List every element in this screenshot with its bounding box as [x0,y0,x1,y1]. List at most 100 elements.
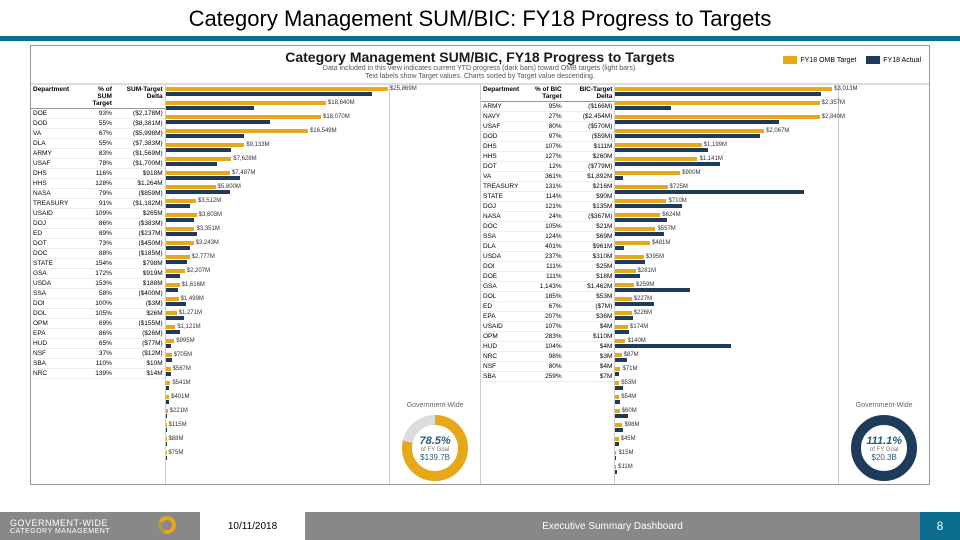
table-row: NASA24%($367M) [481,212,614,222]
table-row: USDA153%$188M [31,279,165,289]
cell-pct: 105% [82,309,114,318]
actual-bar [166,218,194,222]
cell-pct: 93% [82,109,114,118]
cell-delta: ($8,381M) [114,119,165,128]
bar-row: $1,141M [615,155,838,169]
actual-bar [166,316,185,320]
cell-dept: NRC [31,369,82,378]
bar-label: $5,800M [218,184,241,190]
table-row: SBA259%$7M [481,372,614,382]
right-donut-amount: $20.3B [872,453,897,462]
cell-delta: ($155M) [114,319,165,328]
left-donut-title: Government-Wide [407,402,464,409]
bar-label: $54M [621,394,636,400]
cell-delta: $10M [114,359,165,368]
table-row: TREASURY91%($1,182M) [31,199,165,209]
actual-bar [615,134,759,138]
target-bar [166,325,176,329]
table-row: TREASURY131%$216M [481,182,614,192]
cell-pct: 131% [532,182,564,191]
target-bar [615,157,697,161]
left-table: Department % of SUM Target SUM-Target De… [31,85,166,485]
cell-dept: HUD [481,342,532,351]
cell-pct: 185% [532,292,564,301]
bar-label: $3,603M [199,212,222,218]
cell-delta: $1,462M [564,282,615,291]
actual-bar [615,260,645,264]
target-bar [615,227,655,231]
bar-label: $7,628M [233,156,256,162]
footer-center: Executive Summary Dashboard [305,512,920,540]
target-bar [166,353,172,357]
bar-label: $226M [634,310,652,316]
hdr-pct-r: % of BIC Target [532,85,564,101]
bar-row: $481M [615,239,838,253]
table-row: DOD97%($59M) [481,132,614,142]
cell-dept: DHS [481,142,532,151]
bar-label: $15M [618,450,633,456]
table-row: DOJ121%$135M [481,202,614,212]
cell-pct: 83% [82,149,114,158]
actual-bar [615,302,654,306]
target-bar [615,325,628,329]
cell-dept: USAID [31,209,82,218]
right-donut-center: 111.1% of FY Goal $20.3B [849,413,919,483]
bar-row: $3,351M [166,225,390,239]
bar-label: $1,271M [179,310,202,316]
target-bar [166,395,169,399]
bar-label: $2,840M [822,114,845,120]
bar-row: $45M [615,435,838,449]
cell-pct: 139% [82,369,114,378]
target-bar [615,185,667,189]
bar-row: $395M [615,253,838,267]
left-donut-pct: 78.5% [419,435,450,447]
cell-dept: NAVY [481,112,532,121]
cell-delta: ($7,383M) [114,139,165,148]
table-row: ED67%($7M) [481,302,614,312]
table-row: GSA1,143%$1,462M [481,282,614,292]
cell-dept: OPM [31,319,82,328]
cell-pct: 111% [532,272,564,281]
cell-dept: DOL [31,309,82,318]
bar-label: $2,357M [822,100,845,106]
bar-row: $2,840M [615,113,838,127]
actual-bar [615,414,627,418]
target-bar [166,157,232,161]
actual-bar [615,232,663,236]
cell-pct: 86% [82,219,114,228]
target-bar [166,143,245,147]
bar-label: $53M [621,380,636,386]
actual-bar [615,204,682,208]
cell-pct: 12% [532,162,564,171]
target-bar [166,451,167,455]
cell-pct: 65% [82,339,114,348]
table-row: NSF37%($12M) [31,349,165,359]
target-bar [166,409,168,413]
legend-actual-label: FY18 Actual [883,57,921,64]
right-donut: 111.1% of FY Goal $20.3B [849,413,919,483]
actual-bar [166,274,180,278]
bar-row: $3,013M [615,85,838,99]
cell-delta: ($859M) [114,189,165,198]
table-row: DOC88%($185M) [31,249,165,259]
cell-pct: 95% [532,102,564,111]
cell-pct: 116% [82,169,114,178]
target-bar [615,437,618,441]
actual-bar [166,106,254,110]
table-row: EPA207%$36M [481,312,614,322]
cell-pct: 67% [532,302,564,311]
cell-delta: ($2,454M) [564,112,615,121]
cell-pct: 111% [532,262,564,271]
bar-row: $705M [166,351,390,365]
cell-pct: 104% [532,342,564,351]
cell-dept: GSA [31,269,82,278]
table-row: OPM69%($155M) [31,319,165,329]
cell-dept: DHS [31,169,82,178]
actual-bar [615,316,633,320]
table-row: VA361%$1,892M [481,172,614,182]
bar-label: $1,121M [177,324,200,330]
table-row: HHS127%$260M [481,152,614,162]
cell-dept: NSF [31,349,82,358]
table-row: USAF80%($570M) [481,122,614,132]
cell-dept: DOI [31,299,82,308]
